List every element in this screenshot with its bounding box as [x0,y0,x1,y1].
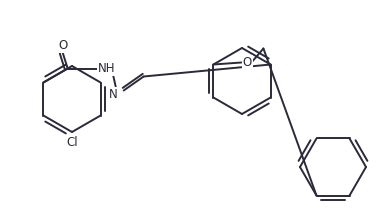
Text: N: N [109,88,118,101]
Text: Cl: Cl [66,136,78,148]
Text: NH: NH [98,62,115,75]
Text: O: O [243,56,252,69]
Text: O: O [58,39,67,52]
